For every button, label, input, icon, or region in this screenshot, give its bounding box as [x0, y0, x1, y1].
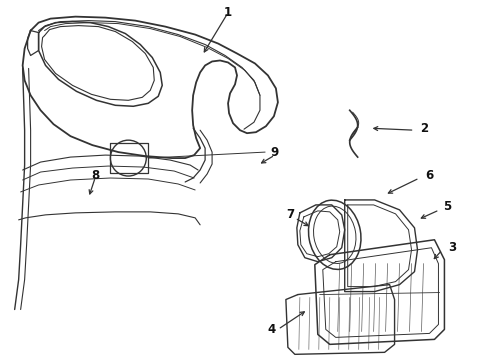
Text: 5: 5: [443, 201, 452, 213]
Text: 7: 7: [286, 208, 294, 221]
Text: 3: 3: [448, 241, 457, 254]
Text: 9: 9: [271, 145, 279, 159]
Text: 8: 8: [91, 168, 99, 181]
Text: 4: 4: [268, 323, 276, 336]
Text: 6: 6: [425, 168, 434, 181]
Text: 2: 2: [420, 122, 429, 135]
Text: 1: 1: [224, 6, 232, 19]
